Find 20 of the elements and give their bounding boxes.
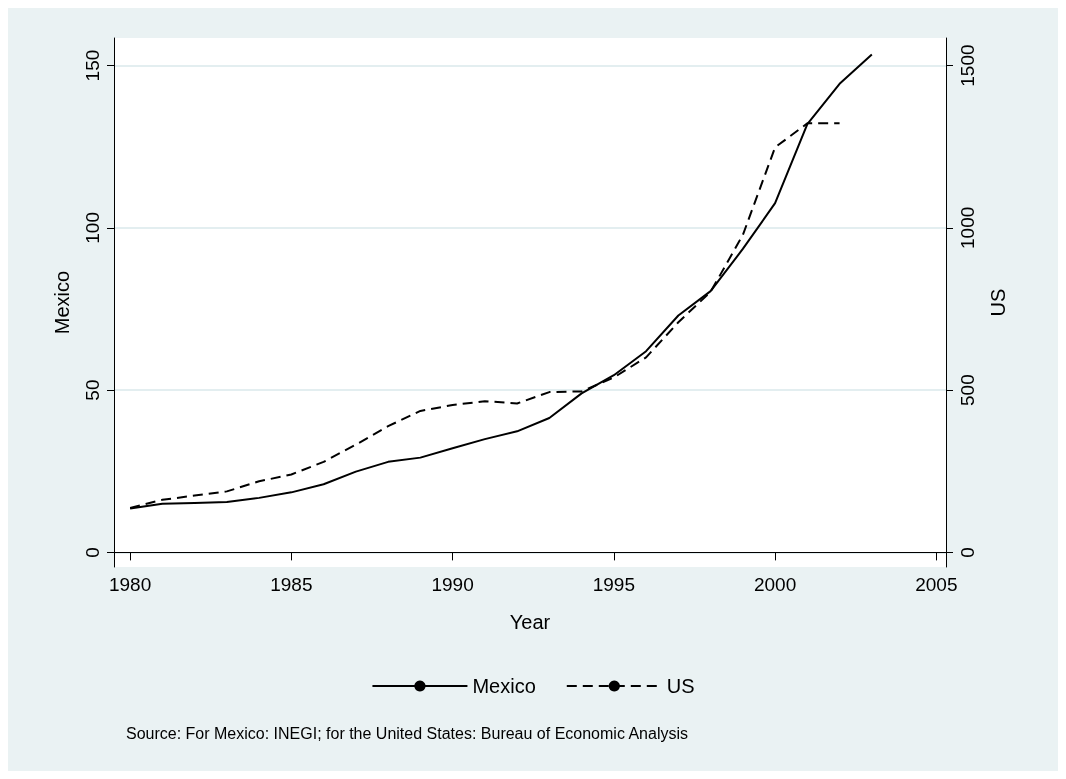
y-tick-label: 150 xyxy=(82,49,103,82)
y-tick-label: 100 xyxy=(82,212,103,244)
x-tick-label: 2005 xyxy=(915,574,958,595)
y2-tick-label: 1000 xyxy=(957,206,978,249)
y-tick-label: 50 xyxy=(82,379,103,401)
source-note: Source: For Mexico: INEGI; for the United States: Bureau of Economic Analysis xyxy=(126,724,689,742)
x-axis-title: Year xyxy=(509,611,551,633)
legend-label: US xyxy=(666,675,695,697)
x-tick-label: 1990 xyxy=(431,574,474,595)
y2-tick-label: 0 xyxy=(957,547,978,558)
y2-tick-label: 500 xyxy=(957,374,978,406)
x-tick-label: 2000 xyxy=(753,574,797,595)
y2-axis-title: US xyxy=(987,288,1009,317)
x-tick-label: 1980 xyxy=(108,574,152,595)
x-tick-label: 1985 xyxy=(270,574,313,595)
y-tick-label: 0 xyxy=(82,547,103,558)
legend-label: Mexico xyxy=(472,675,536,697)
y-axis-title: Mexico xyxy=(51,270,73,335)
y2-tick-label: 1500 xyxy=(957,44,978,87)
x-tick-label: 1995 xyxy=(592,574,635,595)
